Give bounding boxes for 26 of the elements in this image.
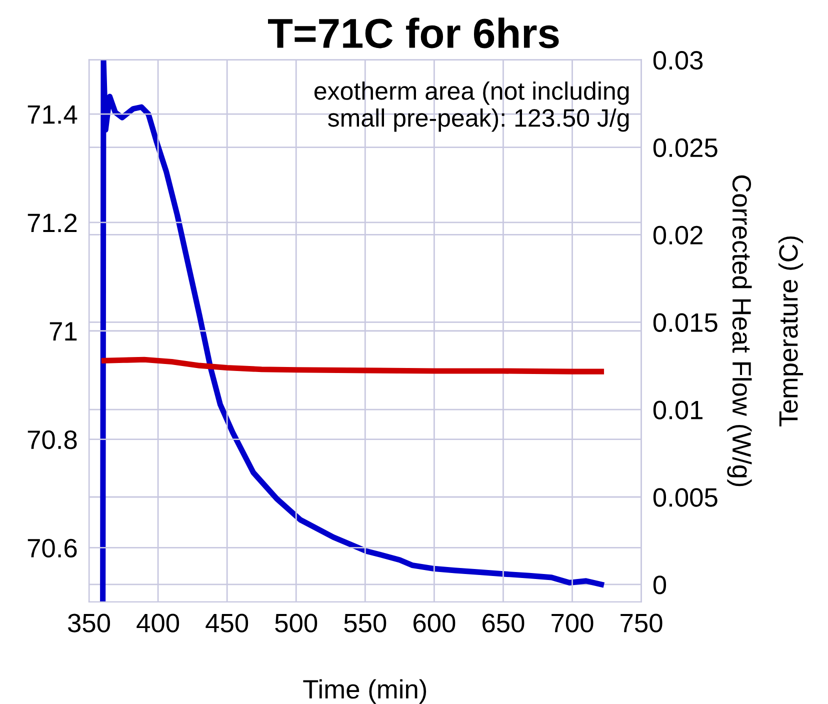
x-tick-label: 500 [275, 614, 318, 632]
chart-title: T=71C for 6hrs [268, 18, 559, 48]
y-tick-label: 71 [50, 322, 77, 340]
y2-tick-label: 0.01 [653, 400, 702, 420]
y-tick-label: 70.6 [28, 538, 77, 558]
x-tick-label: 400 [136, 614, 180, 632]
y2-tick-label: 0 [653, 576, 666, 594]
x-tick-label: 350 [68, 614, 110, 632]
annotation: exotherm area (not including small pre-peak): 123.50 J/g [314, 82, 629, 132]
x-tick-label: 700 [552, 614, 594, 632]
y2-tick-label: 0.02 [653, 226, 702, 245]
x-tick-label: 450 [206, 614, 248, 632]
y-tick-label: 71.4 [28, 105, 78, 124]
x-tick-label: 600 [414, 614, 456, 632]
x-tick-label: 650 [482, 614, 524, 632]
y2-tick-label: 0.005 [653, 488, 718, 507]
y2-tick-label: 0.025 [653, 138, 718, 158]
y2-tick-label: 0.015 [653, 313, 718, 332]
y2-tick-label: 0.03 [653, 50, 703, 70]
x-tick-label: 550 [344, 614, 386, 632]
x-axis-title: Time (min) [303, 679, 426, 704]
x-tick-label: 750 [620, 614, 662, 632]
y-tick-label: 70.8 [28, 430, 77, 450]
y2-axis-title: Corrected Heat Flow (W/g) [727, 175, 752, 486]
y-tick-label: 71.2 [28, 214, 77, 232]
text: Temperature (C) [778, 236, 804, 426]
